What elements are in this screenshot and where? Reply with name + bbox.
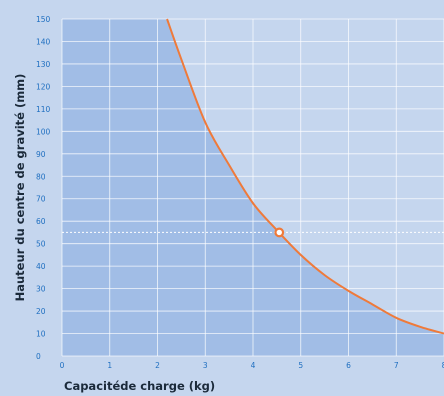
y-tick-label: 130 [36, 60, 51, 69]
y-tick-label: 50 [36, 240, 46, 249]
y-tick-label: 60 [36, 217, 46, 226]
y-tick-label: 150 [36, 15, 51, 24]
series-line [166, 18, 444, 335]
y-tick-label: 20 [36, 307, 46, 316]
x-axis-title: Capacitéde charge (kg) [64, 379, 215, 393]
highlight-point [274, 227, 285, 238]
x-tick-label: 7 [394, 361, 399, 370]
x-tick-labels: 0 1 2 3 4 5 6 7 8 [60, 361, 444, 370]
x-tick-label: 1 [107, 361, 112, 370]
x-tick-label: 3 [203, 361, 208, 370]
y-tick-label: 140 [36, 37, 51, 46]
x-tick-label: 2 [155, 361, 160, 370]
y-tick-label: 40 [36, 262, 46, 271]
x-tick-label: 8 [442, 361, 444, 370]
y-tick-labels: 0 10 20 30 40 50 60 70 80 90 100 110 120 130 140 150 [36, 15, 51, 361]
y-tick-label: 90 [36, 150, 46, 159]
y-tick-label: 120 [36, 82, 51, 91]
x-tick-label: 0 [60, 361, 65, 370]
y-tick-label: 110 [36, 105, 51, 114]
x-tick-label: 5 [298, 361, 303, 370]
y-axis-title: Hauteur du centre de gravité (mm) [13, 74, 27, 302]
y-tick-label: 100 [36, 127, 51, 136]
y-tick-label: 30 [36, 285, 46, 294]
grid-lines [61, 18, 444, 357]
y-tick-label: 10 [36, 330, 46, 339]
x-tick-label: 4 [251, 361, 256, 370]
x-tick-label: 6 [346, 361, 351, 370]
y-tick-label: 0 [36, 352, 41, 361]
y-tick-label: 70 [36, 195, 46, 204]
y-tick-label: 80 [36, 172, 46, 181]
